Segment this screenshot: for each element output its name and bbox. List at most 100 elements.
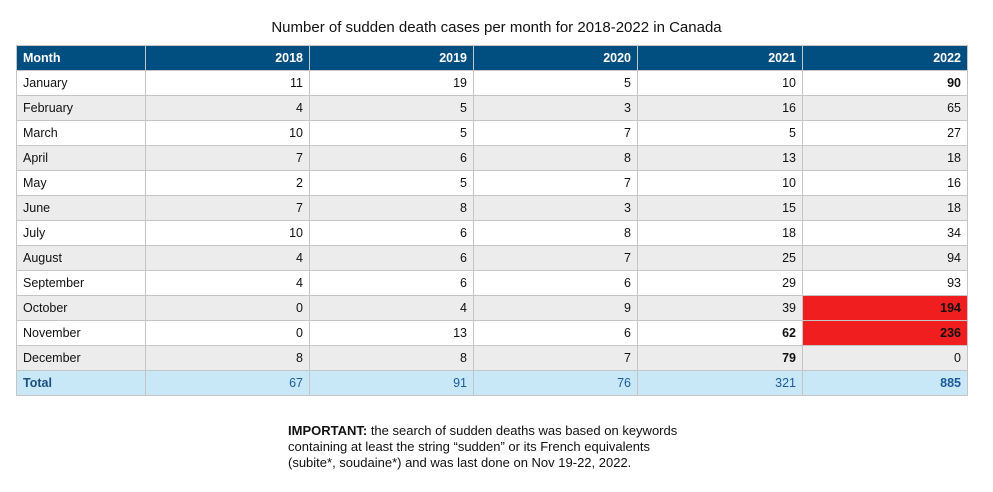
note-line-1: the search of sudden deaths was based on… [367,423,678,438]
note-lead: IMPORTANT: [288,423,368,438]
table-row: November 0 13 6 62 236 [16,320,968,346]
cell-2022: 18 [802,145,968,171]
total-label: Total [16,370,146,396]
cell-2019: 6 [309,220,474,246]
cell-2018: 0 [145,295,310,321]
cell-2021: 16 [637,95,803,121]
cell-2019: 8 [309,195,474,221]
cell-2021: 10 [637,170,803,196]
column-header-2022: 2022 [802,45,968,71]
cell-2022: 18 [802,195,968,221]
table-row: October 0 4 9 39 194 [16,295,968,321]
month-label: July [16,220,146,246]
cell-2020: 5 [473,70,638,96]
cell-2019: 5 [309,170,474,196]
cell-2018: 10 [145,220,310,246]
cell-2020: 7 [473,120,638,146]
cell-2018: 7 [145,145,310,171]
cell-2020: 7 [473,170,638,196]
column-header-2021: 2021 [637,45,803,71]
cell-2018: 4 [145,245,310,271]
table-row: March 10 5 7 5 27 [16,120,968,146]
total-cell-2022: 885 [802,370,968,396]
cell-2020: 3 [473,195,638,221]
month-label: April [16,145,146,171]
cell-2021: 18 [637,220,803,246]
cell-2022: 27 [802,120,968,146]
cell-2019: 19 [309,70,474,96]
data-table: Month 2018 2019 2020 2021 2022 January 11… [16,45,968,396]
total-row: Total 67 91 76 321 885 [16,370,968,396]
month-label: May [16,170,146,196]
important-note: IMPORTANT: the search of sudden deaths w… [288,423,728,471]
month-label: January [16,70,146,96]
cell-2018: 10 [145,120,310,146]
cell-2020: 8 [473,220,638,246]
month-label: December [16,345,146,371]
month-label: March [16,120,146,146]
chart-title: Number of sudden death cases per month f… [271,19,722,36]
total-cell-2018: 67 [145,370,310,396]
cell-2021: 5 [637,120,803,146]
cell-2019: 5 [309,120,474,146]
cell-2021: 62 [637,320,803,346]
cell-2019: 4 [309,295,474,321]
month-label: February [16,95,146,121]
cell-2018: 4 [145,270,310,296]
cell-2022: 90 [802,70,968,96]
table-row: September 4 6 6 29 93 [16,270,968,296]
cell-2020: 7 [473,245,638,271]
month-label: August [16,245,146,271]
cell-2019: 13 [309,320,474,346]
table-row: January 11 19 5 10 90 [16,70,968,96]
cell-2018: 11 [145,70,310,96]
cell-2020: 7 [473,345,638,371]
cell-2022: 16 [802,170,968,196]
table-body: January 11 19 5 10 90 February 4 5 3 16 65 March 10 5 7… [16,70,968,371]
cell-2021: 39 [637,295,803,321]
cell-2022: 93 [802,270,968,296]
cell-2021: 15 [637,195,803,221]
total-cell-2019: 91 [309,370,474,396]
month-label: September [16,270,146,296]
cell-2022: 236 [802,320,968,346]
column-header-2018: 2018 [145,45,310,71]
table-row: February 4 5 3 16 65 [16,95,968,121]
cell-2019: 5 [309,95,474,121]
cell-2021: 13 [637,145,803,171]
cell-2019: 6 [309,145,474,171]
cell-2022: 94 [802,245,968,271]
cell-2022: 34 [802,220,968,246]
total-cell-2020: 76 [473,370,638,396]
table-row: August 4 6 7 25 94 [16,245,968,271]
cell-2020: 6 [473,270,638,296]
note-line-2: containing at least the string “sudden” … [288,439,651,454]
cell-2020: 3 [473,95,638,121]
cell-2019: 6 [309,270,474,296]
cell-2021: 25 [637,245,803,271]
note-line-3: (subite*, soudaine*) and was last done o… [288,455,632,470]
column-header-2020: 2020 [473,45,638,71]
header-row: Month 2018 2019 2020 2021 2022 [16,45,968,71]
cell-2018: 0 [145,320,310,346]
cell-2018: 7 [145,195,310,221]
cell-2021: 10 [637,70,803,96]
cell-2022: 0 [802,345,968,371]
table-row: July 10 6 8 18 34 [16,220,968,246]
table-row: December 8 8 7 79 0 [16,345,968,371]
cell-2018: 2 [145,170,310,196]
cell-2022: 194 [802,295,968,321]
cell-2021: 29 [637,270,803,296]
cell-2022: 65 [802,95,968,121]
cell-2020: 9 [473,295,638,321]
cell-2021: 79 [637,345,803,371]
column-header-month: Month [16,45,146,71]
cell-2018: 4 [145,95,310,121]
cell-2019: 8 [309,345,474,371]
month-label: November [16,320,146,346]
total-cell-2021: 321 [637,370,803,396]
cell-2018: 8 [145,345,310,371]
table-row: April 7 6 8 13 18 [16,145,968,171]
month-label: June [16,195,146,221]
cell-2020: 8 [473,145,638,171]
